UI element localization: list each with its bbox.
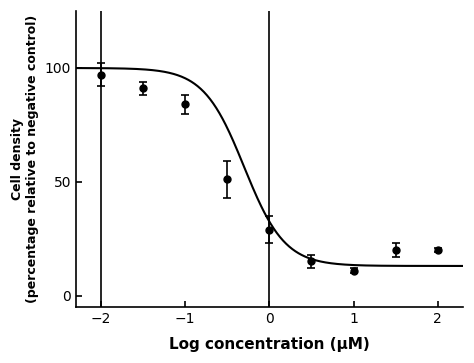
X-axis label: Log concentration (μM): Log concentration (μM): [169, 337, 370, 352]
Y-axis label: Cell density
(percentage relative to negative control): Cell density (percentage relative to neg…: [11, 15, 39, 303]
